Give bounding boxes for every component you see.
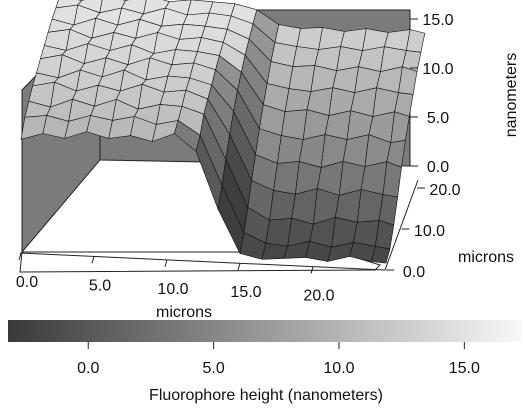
x-tick-label: 5.0	[89, 277, 111, 294]
x-axis-ticks: 0.0 5.0 10.0 15.0 20.0	[16, 252, 335, 305]
surface-facet	[175, 37, 202, 52]
x-tick-mark	[164, 259, 168, 267]
y-axis-title: microns	[458, 249, 514, 266]
x-axis-title: microns	[156, 304, 212, 321]
z-axis-ticks: 0.0 5.0 10.0 15.0	[410, 12, 454, 176]
surface-facet	[284, 88, 312, 112]
x-tick-label: 15.0	[230, 284, 261, 301]
surface-facet	[360, 161, 388, 195]
x-tick-mark	[91, 256, 95, 264]
surface-facet	[353, 220, 380, 247]
colorbar-tick-label: 15.0	[449, 360, 480, 377]
surface-facet	[167, 62, 195, 79]
z-tick-label: 5.0	[427, 110, 449, 127]
x-tick-label: 0.0	[16, 274, 38, 291]
z-tick-label: 10.0	[422, 61, 453, 78]
surface-facet	[261, 242, 289, 260]
y-axis-edge	[384, 179, 419, 271]
z-tick-label: 15.0	[422, 12, 453, 29]
surface-facet	[280, 109, 308, 140]
x-tick-mark	[310, 266, 314, 274]
surface-facet	[342, 134, 370, 167]
x-tick-label: 10.0	[157, 281, 188, 298]
surface-facet	[182, 12, 210, 27]
surface-facet	[292, 46, 320, 67]
surface-facet	[159, 89, 187, 107]
surface-facet	[273, 161, 300, 195]
z-tick-label: 0.0	[427, 159, 449, 176]
surface-facet	[356, 189, 384, 223]
colorbar-ticks: 0.0 5.0 10.0 15.0	[77, 342, 480, 377]
surface-facet	[277, 135, 304, 164]
surface-facet	[296, 27, 323, 50]
colorbar-tick-label: 0.0	[77, 360, 99, 377]
surface-mesh	[20, 0, 426, 264]
y-axis-ticks: 0.0 10.0 20.0	[386, 182, 461, 281]
colorbar-tick-label: 5.0	[202, 360, 224, 377]
surface-facet	[288, 65, 316, 92]
x-tick-mark	[237, 263, 241, 271]
z-axis-title: nanometers	[503, 53, 520, 138]
colorbar	[8, 320, 522, 342]
y-tick-label: 20.0	[429, 182, 460, 199]
y-tick-label: 10.0	[414, 223, 445, 240]
surface-facet	[371, 245, 391, 264]
x-axis-edge	[19, 252, 386, 271]
surface-facet	[265, 217, 292, 247]
x-tick-label: 20.0	[303, 288, 334, 305]
x-tick-mark	[18, 252, 22, 261]
surface-facet	[269, 190, 296, 221]
colorbar-title: Fluorophore height (nanometers)	[149, 387, 383, 404]
y-tick-label: 0.0	[403, 264, 425, 281]
colorbar-tick-label: 10.0	[323, 360, 354, 377]
